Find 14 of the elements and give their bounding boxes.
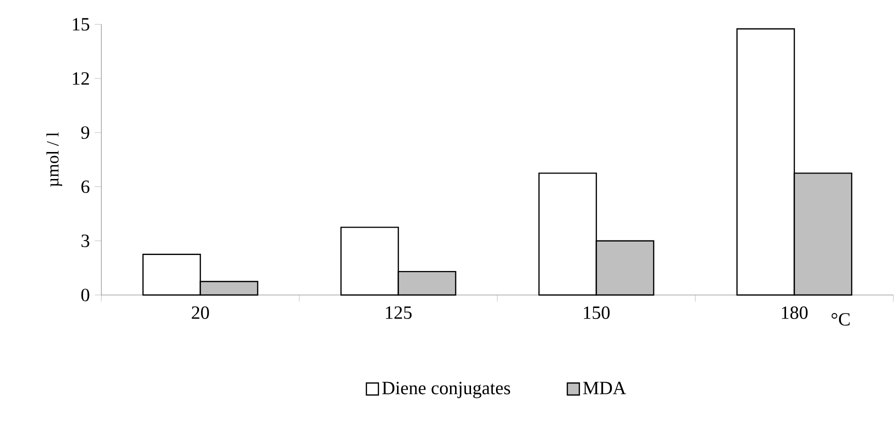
- x-tick-label: 180: [782, 306, 808, 319]
- y-tick-label: 3: [82, 234, 90, 248]
- legend-label: MDA: [583, 382, 626, 394]
- y-axis-title: µmol / l: [46, 132, 62, 187]
- x-tick-label: 150: [584, 306, 610, 319]
- x-tick-label: 20: [192, 306, 209, 319]
- y-tick-label: 15: [72, 18, 90, 31]
- legend-label: Diene conjugates: [382, 382, 510, 398]
- x-axis-title: °C: [832, 313, 850, 326]
- y-tick-label: 6: [81, 180, 90, 194]
- y-tick-label: 0: [81, 288, 90, 302]
- y-tick-label: 9: [81, 126, 90, 139]
- x-tick-label: 125: [386, 306, 412, 319]
- y-tick-label: 12: [72, 72, 89, 85]
